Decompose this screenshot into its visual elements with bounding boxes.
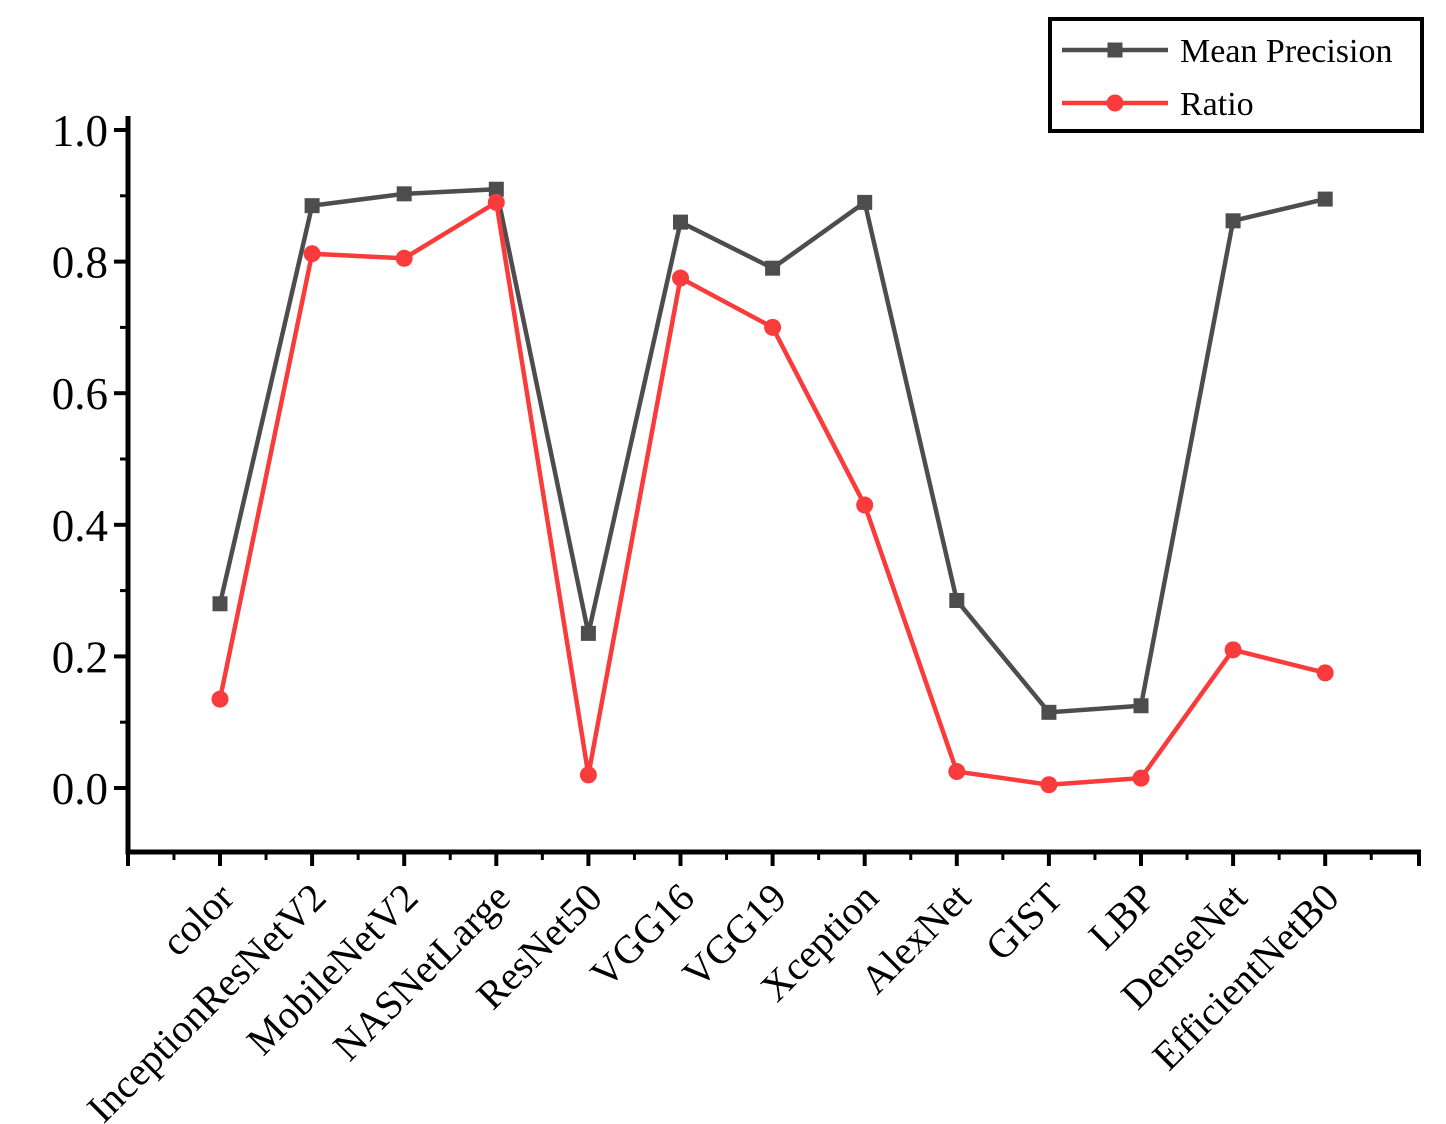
marker-ratio-lbp <box>1132 769 1150 787</box>
marker-mean-precision-inceptionresnetv2 <box>304 198 320 214</box>
legend-box <box>1048 17 1424 133</box>
marker-mean-precision-vgg16 <box>673 214 688 230</box>
marker-ratio-resnet50 <box>579 766 597 784</box>
marker-mean-precision-mobilenetv2 <box>396 186 412 202</box>
legend-marker-ratio <box>1106 94 1124 112</box>
y-axis-tick-label: 0.6 <box>52 369 108 419</box>
marker-ratio-vgg19 <box>764 318 782 336</box>
legend-label-mean-precision: Mean Precision <box>1180 33 1392 70</box>
marker-ratio-xception <box>856 496 874 514</box>
legend-label-ratio: Ratio <box>1180 86 1254 123</box>
legend-marker-mean-precision <box>1107 42 1123 58</box>
y-axis-tick-label: 0.4 <box>52 501 108 551</box>
marker-ratio-nasnetlarge <box>487 193 505 211</box>
marker-mean-precision-nasnetlarge <box>488 181 504 197</box>
marker-ratio-gist <box>1040 776 1058 794</box>
marker-ratio-inceptionresnetv2 <box>303 245 321 263</box>
marker-mean-precision-densenet <box>1225 213 1241 229</box>
y-axis-tick-label: 0.0 <box>52 764 108 814</box>
marker-mean-precision-gist <box>1041 704 1057 720</box>
marker-mean-precision-resnet50 <box>580 625 596 641</box>
marker-ratio-vgg16 <box>672 269 689 287</box>
y-axis-tick-label: 1.0 <box>52 106 108 156</box>
marker-mean-precision-efficientnetb0 <box>1317 191 1333 207</box>
marker-mean-precision-color <box>212 596 228 612</box>
marker-mean-precision-lbp <box>1133 698 1149 714</box>
marker-ratio-color <box>211 690 229 708</box>
marker-mean-precision-vgg19 <box>765 260 781 276</box>
marker-ratio-alexnet <box>948 763 966 781</box>
y-axis-tick-label: 0.2 <box>52 632 108 682</box>
marker-mean-precision-xception <box>857 194 873 210</box>
marker-ratio-efficientnetb0 <box>1316 664 1334 682</box>
marker-ratio-mobilenetv2 <box>395 249 413 267</box>
y-axis-tick-label: 0.8 <box>52 238 108 288</box>
marker-ratio-densenet <box>1224 641 1242 659</box>
marker-mean-precision-alexnet <box>949 592 965 608</box>
